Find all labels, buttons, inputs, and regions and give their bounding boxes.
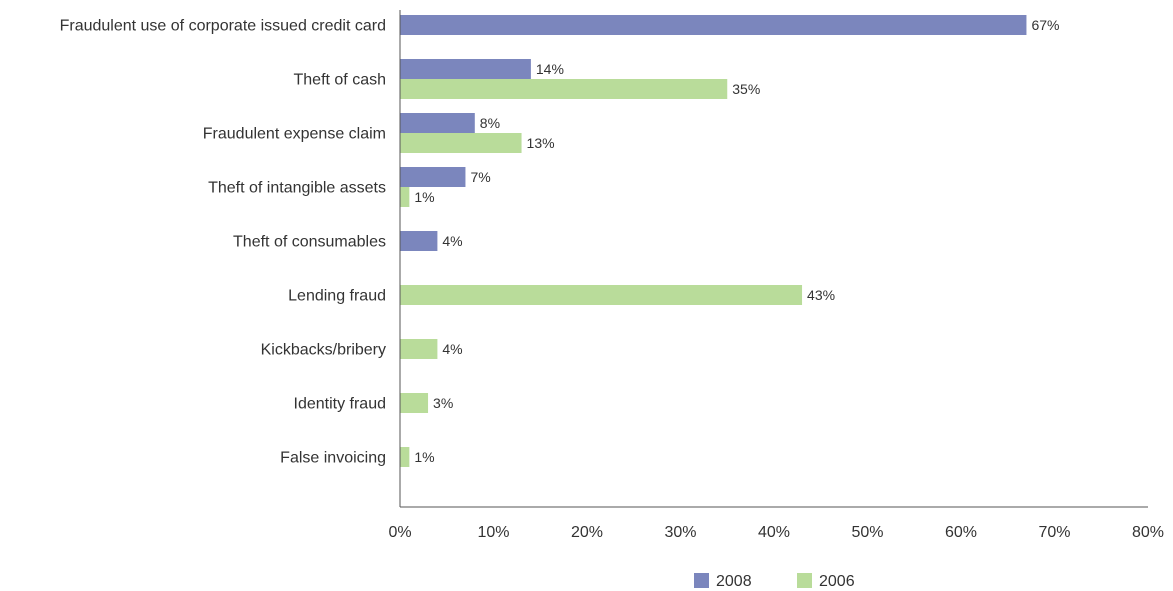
x-tick-label-10: 10% [477, 524, 509, 541]
data-label-2006-identity-fraud: 3% [433, 395, 453, 411]
bar-2008-theft-of-intangible-assets [400, 167, 466, 187]
category-label-theft-of-intangible-assets: Theft of intangible assets [208, 180, 386, 197]
bar-2008-theft-of-cash [400, 59, 531, 79]
data-label-2006-kickbacks-bribery: 4% [442, 341, 462, 357]
x-tick-label-0: 0% [388, 524, 411, 541]
x-tick-label-40: 40% [758, 524, 790, 541]
category-label-theft-of-consumables: Theft of consumables [233, 234, 386, 251]
data-labels-group: 67% 14% 35% 8% 13% 7% 1% 4% 43% 4% 3% 1% [414, 17, 1059, 465]
category-label-lending-fraud: Lending fraud [288, 288, 386, 305]
data-label-2006-theft-of-intangible-assets: 1% [414, 189, 434, 205]
category-label-false-invoicing: False invoicing [280, 450, 386, 467]
legend-label-2006: 2006 [819, 573, 855, 590]
legend-swatch-2006 [797, 573, 812, 588]
category-label-identity-fraud: Identity fraud [294, 396, 387, 413]
data-label-2006-fraudulent-expense-claim: 13% [527, 135, 555, 151]
data-label-2008-fraudulent-expense-claim: 8% [480, 115, 500, 131]
data-label-2008-theft-of-cash: 14% [536, 61, 564, 77]
data-label-2006-theft-of-cash: 35% [732, 81, 760, 97]
legend-label-2008: 2008 [716, 573, 752, 590]
data-label-2008-theft-of-intangible-assets: 7% [470, 169, 490, 185]
data-label-2008-theft-of-consumables: 4% [442, 233, 462, 249]
x-ticks-group: 0% 10% 20% 30% 40% 50% 60% 70% 80% [388, 524, 1164, 541]
category-label-kickbacks-bribery: Kickbacks/bribery [261, 342, 386, 359]
bar-2008-theft-of-consumables [400, 231, 438, 251]
bar-2006-identity-fraud [400, 393, 429, 413]
bars-group [400, 15, 1027, 467]
x-tick-label-70: 70% [1038, 524, 1070, 541]
x-tick-label-60: 60% [945, 524, 977, 541]
x-tick-label-80: 80% [1132, 524, 1164, 541]
bar-2008-fraudulent-use-of-corporate-issued-credit-card [400, 15, 1027, 35]
data-label-2006-false-invoicing: 1% [414, 449, 434, 465]
legend-swatch-2008 [694, 573, 709, 588]
bar-2006-theft-of-intangible-assets [400, 187, 410, 207]
category-label-theft-of-cash: Theft of cash [294, 72, 387, 89]
legend: 2008 2006 [694, 573, 855, 590]
bar-2008-fraudulent-expense-claim [400, 113, 475, 133]
bar-2006-lending-fraud [400, 285, 803, 305]
bar-2006-theft-of-cash [400, 79, 728, 99]
data-label-2006-lending-fraud: 43% [807, 287, 835, 303]
bar-2006-kickbacks-bribery [400, 339, 438, 359]
category-label-fraudulent-expense-claim: Fraudulent expense claim [203, 126, 386, 143]
category-labels-group: Fraudulent use of corporate issued credi… [60, 18, 386, 467]
bar-2006-false-invoicing [400, 447, 410, 467]
x-tick-label-50: 50% [851, 524, 883, 541]
data-label-2008-fraudulent-use-of-corporate-issued-credit-card: 67% [1031, 17, 1059, 33]
x-tick-label-20: 20% [571, 524, 603, 541]
x-tick-label-30: 30% [664, 524, 696, 541]
category-label-fraudulent-use-of-corporate-issued-credit-card: Fraudulent use of corporate issued credi… [60, 18, 386, 35]
bar-2006-fraudulent-expense-claim [400, 133, 522, 153]
